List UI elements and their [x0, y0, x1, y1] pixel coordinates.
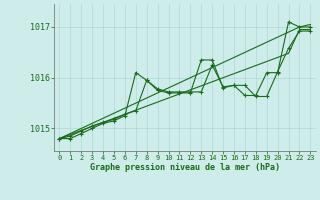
X-axis label: Graphe pression niveau de la mer (hPa): Graphe pression niveau de la mer (hPa) [90, 163, 280, 172]
